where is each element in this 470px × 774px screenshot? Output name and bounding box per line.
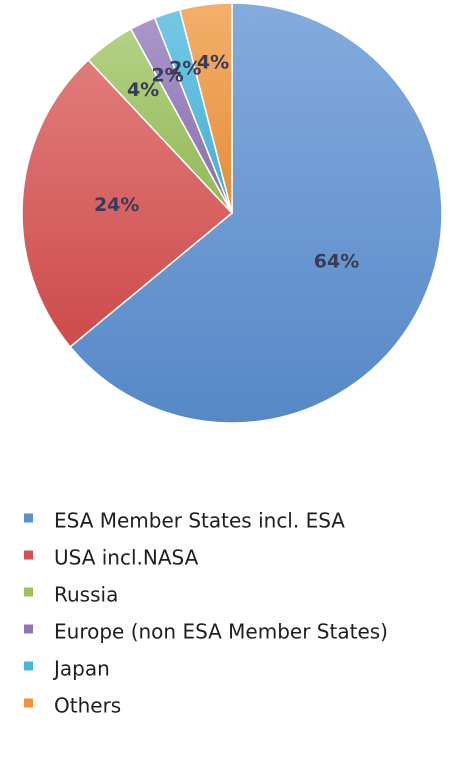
- pie-slices: [21, 2, 443, 424]
- legend-label-esa-member-states-incl-esa: ESA Member States incl. ESA: [54, 509, 345, 533]
- legend-label-japan: Japan: [52, 657, 110, 681]
- pie-slice-usa-incl-nasa: [21, 58, 234, 348]
- slice-label-others: 4%: [197, 52, 229, 74]
- legend-label-usa-incl-nasa: USA incl.NASA: [54, 546, 199, 570]
- legend-label-others: Others: [54, 694, 121, 718]
- legend-swatch-esa-member-states-incl-esa: [24, 513, 33, 523]
- slice-label-esa-member-states-incl-esa: 64%: [314, 251, 359, 273]
- pie-slice-esa-member-states-incl-esa: [69, 2, 443, 424]
- pie-slice-labels: 64%24%4%2%2%4%: [94, 52, 359, 273]
- slice-label-russia: 4%: [127, 79, 159, 101]
- slice-label-europe-non-esa-member-states: 2%: [151, 65, 183, 87]
- slice-label-usa-incl-nasa: 24%: [94, 194, 139, 216]
- legend-swatch-usa-incl-nasa: [24, 550, 33, 560]
- legend-swatch-others: [24, 698, 33, 708]
- legend-swatch-europe-non-esa-member-states: [24, 624, 33, 634]
- legend-swatch-russia: [24, 587, 33, 597]
- legend-label-europe-non-esa-member-states: Europe (non ESA Member States): [54, 620, 388, 644]
- legend-swatch-japan: [24, 661, 33, 671]
- pie-slice-others: [178, 2, 233, 214]
- legend: ESA Member States incl. ESA USA incl.NASA…: [24, 509, 388, 718]
- slice-label-japan: 2%: [169, 58, 201, 80]
- legend-label-russia: Russia: [54, 583, 118, 607]
